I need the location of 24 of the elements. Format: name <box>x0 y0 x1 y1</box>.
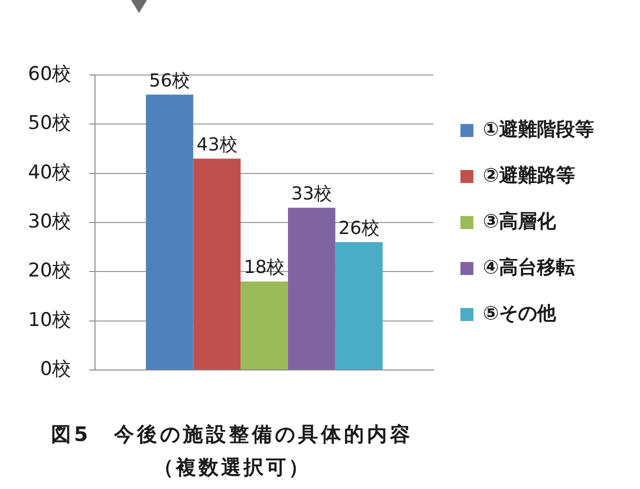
y-tick-label: 40校 <box>28 161 72 184</box>
y-tick-label: 50校 <box>28 112 72 134</box>
data-label: 18校 <box>244 257 285 278</box>
y-tick-label: 0校 <box>40 358 72 380</box>
data-label: 26校 <box>338 218 380 239</box>
data-label: 43校 <box>196 134 238 156</box>
y-tick-label: 60校 <box>28 62 72 85</box>
legend-label: ②避難路等 <box>482 164 576 186</box>
text: （複数選択可） <box>152 455 312 479</box>
legend-label: ③高層化 <box>482 210 557 232</box>
legend-label: ①避難階段等 <box>482 118 594 140</box>
text: 図5 今後の施設整備の具体的内容 <box>50 422 414 446</box>
data-label: 56校 <box>149 70 190 92</box>
bar <box>335 242 383 370</box>
legend-label: ④高台移転 <box>482 256 576 278</box>
y-tick-label: 10校 <box>28 308 72 331</box>
bar <box>146 94 194 370</box>
data-label: 33校 <box>291 183 332 204</box>
y-tick-label: 20校 <box>28 260 72 282</box>
legend-label: ⑤その他 <box>482 302 557 324</box>
bar <box>193 158 241 370</box>
bar <box>240 282 288 370</box>
y-tick-label: 30校 <box>28 210 72 232</box>
bar <box>288 208 336 370</box>
